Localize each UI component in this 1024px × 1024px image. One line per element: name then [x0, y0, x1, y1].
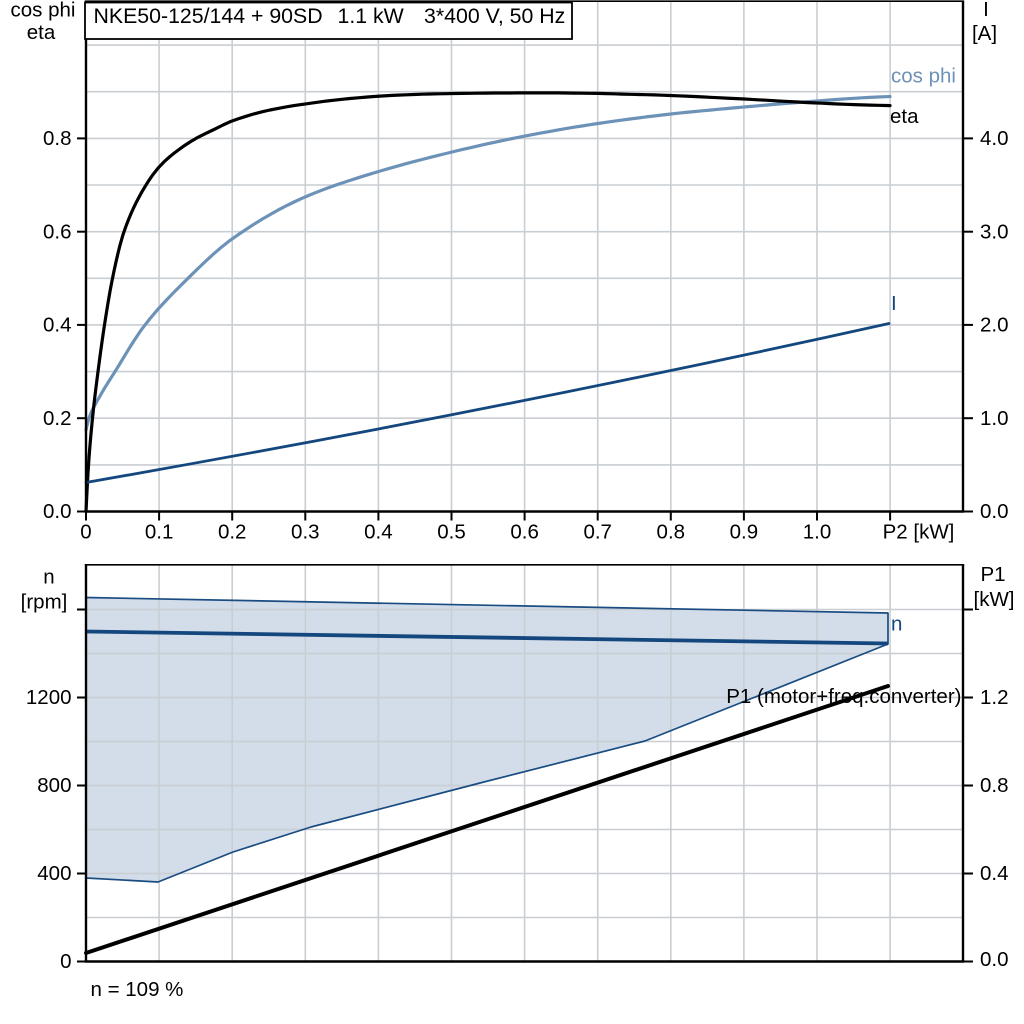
svg-text:eta: eta [890, 105, 919, 128]
svg-text:[rpm]: [rpm] [21, 591, 68, 614]
svg-text:0.0: 0.0 [43, 500, 72, 523]
svg-text:cos phi: cos phi [11, 0, 76, 22]
svg-text:0.8: 0.8 [657, 521, 686, 544]
svg-text:1.0: 1.0 [980, 407, 1009, 430]
svg-text:0.8: 0.8 [43, 127, 72, 150]
svg-text:0: 0 [80, 521, 91, 544]
svg-text:0.6: 0.6 [510, 521, 539, 544]
svg-text:cos phi: cos phi [891, 65, 956, 88]
svg-text:0.4: 0.4 [980, 862, 1009, 885]
svg-text:400: 400 [37, 862, 71, 885]
svg-text:P2 [kW]: P2 [kW] [883, 521, 955, 544]
svg-text:4.0: 4.0 [980, 127, 1009, 150]
svg-text:800: 800 [37, 774, 71, 797]
svg-text:0.2: 0.2 [218, 521, 247, 544]
svg-text:0.0: 0.0 [980, 500, 1009, 523]
svg-text:1200: 1200 [26, 686, 72, 709]
svg-text:P1 (motor+freq.converter): P1 (motor+freq.converter) [726, 685, 961, 708]
svg-text:3.0: 3.0 [980, 220, 1009, 243]
svg-text:0.4: 0.4 [364, 521, 393, 544]
svg-text:0: 0 [60, 950, 71, 973]
svg-text:n: n [43, 566, 54, 589]
svg-text:I: I [983, 0, 989, 21]
svg-text:1.1 kW: 1.1 kW [338, 4, 405, 28]
svg-text:NKE50-125/144 + 90SD: NKE50-125/144 + 90SD [94, 4, 323, 28]
svg-text:0.5: 0.5 [437, 521, 466, 544]
svg-text:0.8: 0.8 [980, 774, 1009, 797]
svg-text:3*400 V, 50 Hz: 3*400 V, 50 Hz [424, 4, 565, 28]
svg-text:n = 109 %: n = 109 % [91, 978, 184, 1001]
svg-text:0.7: 0.7 [583, 521, 612, 544]
svg-text:0.6: 0.6 [43, 220, 72, 243]
svg-text:P1: P1 [980, 563, 1005, 586]
svg-text:0.3: 0.3 [291, 521, 320, 544]
svg-text:[A]: [A] [972, 22, 997, 45]
svg-text:n: n [891, 613, 902, 636]
svg-text:0.4: 0.4 [43, 314, 72, 337]
svg-text:I: I [891, 292, 897, 315]
svg-text:0.2: 0.2 [43, 407, 72, 430]
svg-text:1.0: 1.0 [803, 521, 832, 544]
svg-text:eta: eta [27, 21, 56, 44]
svg-text:[kW]: [kW] [974, 588, 1015, 611]
svg-text:0.0: 0.0 [980, 948, 1009, 971]
svg-text:1.2: 1.2 [980, 686, 1009, 709]
svg-text:0.1: 0.1 [145, 521, 174, 544]
svg-text:2.0: 2.0 [980, 314, 1009, 337]
svg-text:0.9: 0.9 [730, 521, 759, 544]
